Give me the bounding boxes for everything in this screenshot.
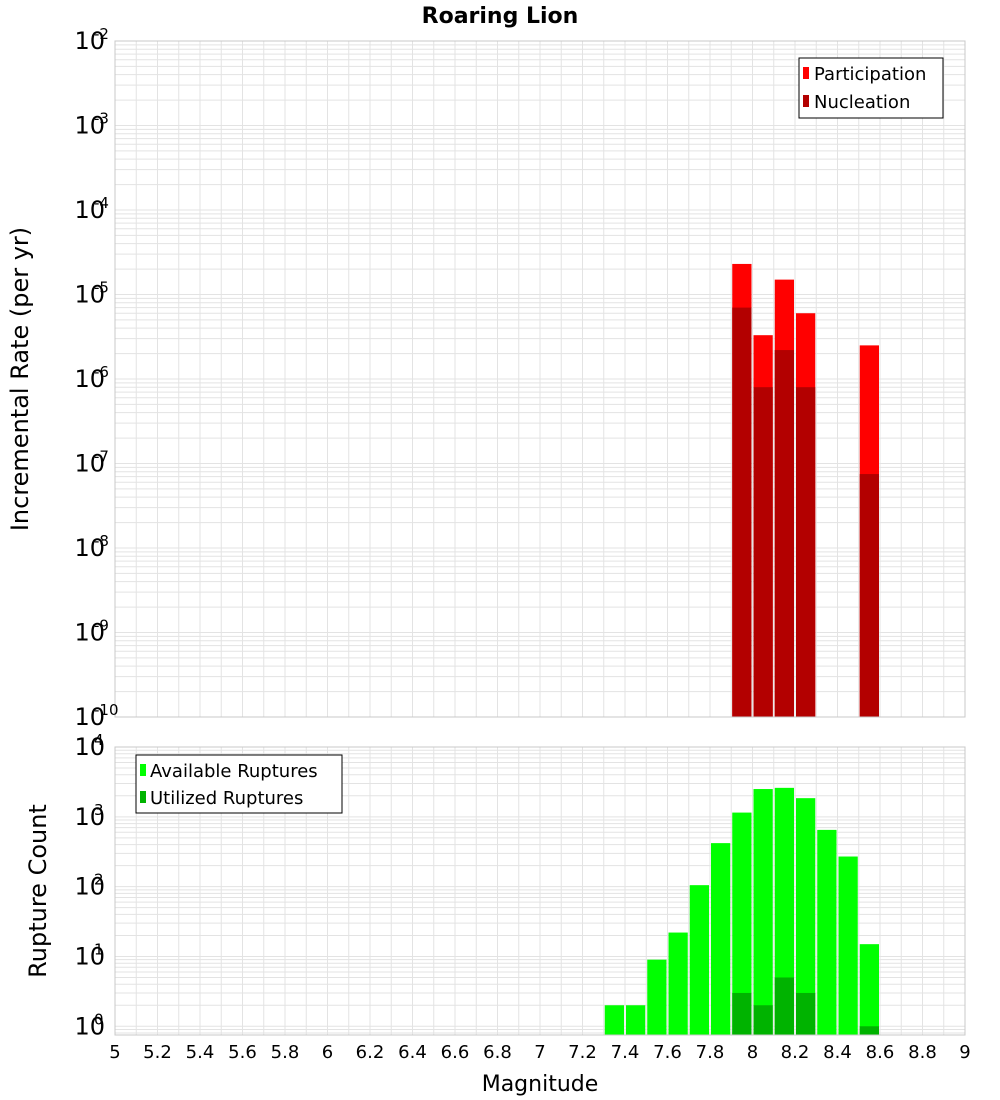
top-y-tick-exponent: -6	[94, 363, 109, 381]
bottom-y-tick-base: 10	[74, 733, 105, 761]
x-tick-label: 6.8	[483, 1042, 512, 1063]
nucleation-bar	[753, 387, 773, 717]
nucleation-bar	[774, 350, 794, 717]
bottom-y-tick-exponent: 3	[94, 801, 104, 819]
top-legend: Participation Nucleation	[798, 57, 944, 119]
utilized-ruptures-bar	[859, 1026, 879, 1035]
x-tick-label: 7.4	[611, 1042, 640, 1063]
bottom-y-tick-base: 10	[74, 873, 105, 901]
top-y-tick-exponent: -9	[94, 617, 109, 635]
available-ruptures-bar	[817, 829, 837, 1035]
x-tick-label: 7.2	[568, 1042, 597, 1063]
available-ruptures-bar	[838, 856, 858, 1035]
x-tick-label: 7.8	[696, 1042, 725, 1063]
bottom-y-tick-exponent: 2	[94, 871, 104, 889]
x-tick-label: 6	[322, 1042, 333, 1063]
top-y-tick-exponent: -7	[94, 448, 109, 466]
top-y-tick-exponent: -3	[94, 110, 109, 128]
x-tick-label: 9	[959, 1042, 970, 1063]
available-ruptures-bar	[774, 787, 794, 1035]
x-tick-label: 8.4	[823, 1042, 852, 1063]
x-axis-label: Magnitude	[482, 1072, 599, 1097]
x-tick-label: 5	[109, 1042, 120, 1063]
top-grid	[115, 41, 965, 717]
top-y-tick-base: 10	[74, 196, 105, 224]
available-ruptures-bar	[796, 798, 816, 1035]
available-ruptures-bar	[626, 1005, 646, 1035]
x-tick-label: 8	[747, 1042, 758, 1063]
x-tick-label: 7	[534, 1042, 545, 1063]
x-tick-label: 6.2	[356, 1042, 385, 1063]
available-ruptures-bar	[689, 885, 709, 1035]
x-tick-label: 5.2	[143, 1042, 172, 1063]
x-ticks: 5 5.2 5.4 5.6 5.8 6 6.2 6.4 6.6 6.8 7 7.2 7.4 7.6 7.8 8…	[109, 1042, 970, 1063]
utilized-ruptures-bar	[796, 992, 816, 1035]
available-ruptures-bar	[732, 812, 752, 1035]
available-ruptures-bar	[604, 1005, 624, 1035]
legend-nucleation-label: Nucleation	[814, 92, 910, 113]
x-tick-label: 8.2	[781, 1042, 810, 1063]
top-y-tick-base: 10	[74, 281, 105, 309]
top-y-tick-base: 10	[74, 703, 105, 731]
legend-participation-label: Participation	[814, 64, 926, 85]
bottom-legend-box	[135, 754, 343, 814]
bottom-bars	[604, 787, 879, 1035]
legend-participation-swatch	[803, 67, 809, 79]
bottom-y-axis-label: Rupture Count	[24, 804, 52, 978]
available-ruptures-bar	[753, 789, 773, 1035]
utilized-ruptures-bar	[774, 977, 794, 1035]
bottom-y-tick-base: 10	[74, 803, 105, 831]
legend-utilized-swatch	[140, 791, 146, 803]
top-y-tick-exponent: -10	[94, 701, 119, 719]
bottom-legend: Available Ruptures Utilized Ruptures	[135, 754, 343, 814]
x-tick-label: 6.6	[441, 1042, 470, 1063]
top-y-tick-base: 10	[74, 365, 105, 393]
x-tick-label: 5.6	[228, 1042, 257, 1063]
x-tick-label: 8.6	[866, 1042, 895, 1063]
bottom-y-tick-base: 10	[74, 1012, 105, 1040]
top-bars	[732, 263, 879, 717]
x-tick-label: 6.4	[398, 1042, 427, 1063]
top-y-tick-exponent: -5	[94, 279, 109, 297]
available-ruptures-bar	[647, 959, 667, 1035]
bottom-y-tick-base: 10	[74, 942, 105, 970]
available-ruptures-bar	[859, 944, 879, 1035]
x-tick-label: 8.8	[908, 1042, 937, 1063]
legend-available-label: Available Ruptures	[150, 761, 318, 782]
legend-available-swatch	[140, 764, 146, 776]
available-ruptures-bar	[668, 932, 688, 1035]
top-y-tick-base: 10	[74, 619, 105, 647]
x-tick-label: 7.6	[653, 1042, 682, 1063]
top-y-tick-base: 10	[74, 450, 105, 478]
legend-nucleation-swatch	[803, 95, 809, 107]
top-y-tick-base: 10	[74, 27, 105, 55]
top-y-tick-exponent: -2	[94, 25, 109, 43]
chart-title: Roaring Lion	[422, 4, 579, 29]
x-tick-label: 5.4	[186, 1042, 215, 1063]
bottom-y-tick-exponent: 1	[94, 940, 104, 958]
x-tick-label: 5.8	[271, 1042, 300, 1063]
top-y-tick-base: 10	[74, 534, 105, 562]
top-plot-frame	[114, 40, 966, 718]
nucleation-bar	[859, 474, 879, 717]
bottom-y-tick-exponent: 0	[94, 1010, 104, 1028]
available-ruptures-bar	[711, 843, 731, 1035]
nucleation-bar	[732, 307, 752, 717]
utilized-ruptures-bar	[732, 992, 752, 1035]
top-y-tick-exponent: -4	[94, 194, 109, 212]
top-legend-box	[798, 57, 944, 119]
top-y-tick-exponent: -8	[94, 532, 109, 550]
top-y-tick-base: 10	[74, 112, 105, 140]
bottom-y-tick-exponent: 4	[94, 731, 104, 749]
legend-utilized-label: Utilized Ruptures	[150, 788, 303, 809]
top-y-axis-label: Incremental Rate (per yr)	[6, 227, 34, 531]
utilized-ruptures-bar	[753, 1005, 773, 1035]
nucleation-bar	[796, 387, 816, 717]
bottom-plot-frame	[114, 746, 966, 1036]
